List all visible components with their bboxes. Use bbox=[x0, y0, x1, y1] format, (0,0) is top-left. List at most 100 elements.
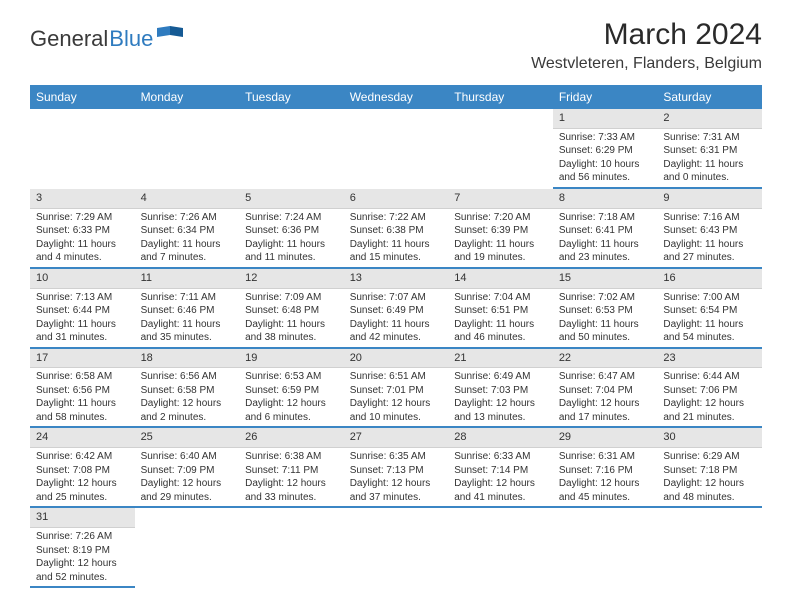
sunset-text: Sunset: 7:01 PM bbox=[350, 384, 443, 398]
calendar-day-cell bbox=[135, 109, 240, 189]
sunrise-text: Sunrise: 7:22 AM bbox=[350, 211, 443, 225]
sunrise-text: Sunrise: 6:42 AM bbox=[36, 450, 129, 464]
calendar-week-row: 24Sunrise: 6:42 AMSunset: 7:08 PMDayligh… bbox=[30, 428, 762, 508]
calendar-day-cell: 4Sunrise: 7:26 AMSunset: 6:34 PMDaylight… bbox=[135, 189, 240, 269]
sunrise-text: Sunrise: 6:58 AM bbox=[36, 370, 129, 384]
page-header: GeneralBlue March 2024 Westvleteren, Fla… bbox=[0, 0, 792, 81]
day-content: Sunrise: 6:29 AMSunset: 7:18 PMDaylight:… bbox=[657, 448, 762, 506]
weekday-header: Saturday bbox=[657, 85, 762, 109]
title-block: March 2024 Westvleteren, Flanders, Belgi… bbox=[531, 18, 762, 73]
calendar-day-cell: 11Sunrise: 7:11 AMSunset: 6:46 PMDayligh… bbox=[135, 269, 240, 349]
daylight-text: Daylight: 12 hours and 17 minutes. bbox=[559, 397, 652, 424]
daylight-text: Daylight: 12 hours and 25 minutes. bbox=[36, 477, 129, 504]
sunset-text: Sunset: 6:54 PM bbox=[663, 304, 756, 318]
sunset-text: Sunset: 7:04 PM bbox=[559, 384, 652, 398]
calendar-day-cell bbox=[239, 109, 344, 189]
daylight-text: Daylight: 12 hours and 41 minutes. bbox=[454, 477, 547, 504]
daylight-text: Daylight: 10 hours and 56 minutes. bbox=[559, 158, 652, 185]
sunrise-text: Sunrise: 7:29 AM bbox=[36, 211, 129, 225]
day-number: 6 bbox=[344, 189, 449, 209]
sunset-text: Sunset: 8:19 PM bbox=[36, 544, 129, 558]
day-content: Sunrise: 6:31 AMSunset: 7:16 PMDaylight:… bbox=[553, 448, 658, 506]
sunrise-text: Sunrise: 7:31 AM bbox=[663, 131, 756, 145]
sunset-text: Sunset: 6:36 PM bbox=[245, 224, 338, 238]
brand-name-part2: Blue bbox=[109, 26, 153, 52]
day-number: 13 bbox=[344, 269, 449, 289]
day-content: Sunrise: 6:44 AMSunset: 7:06 PMDaylight:… bbox=[657, 368, 762, 426]
location-text: Westvleteren, Flanders, Belgium bbox=[531, 55, 762, 73]
day-content: Sunrise: 7:13 AMSunset: 6:44 PMDaylight:… bbox=[30, 289, 135, 347]
calendar-day-cell: 21Sunrise: 6:49 AMSunset: 7:03 PMDayligh… bbox=[448, 349, 553, 429]
sunset-text: Sunset: 6:39 PM bbox=[454, 224, 547, 238]
day-content: Sunrise: 7:02 AMSunset: 6:53 PMDaylight:… bbox=[553, 289, 658, 347]
sunset-text: Sunset: 6:46 PM bbox=[141, 304, 234, 318]
day-content: Sunrise: 7:16 AMSunset: 6:43 PMDaylight:… bbox=[657, 209, 762, 267]
calendar-day-cell: 27Sunrise: 6:35 AMSunset: 7:13 PMDayligh… bbox=[344, 428, 449, 508]
day-number: 27 bbox=[344, 428, 449, 448]
day-number: 28 bbox=[448, 428, 553, 448]
sunrise-text: Sunrise: 7:02 AM bbox=[559, 291, 652, 305]
day-number: 5 bbox=[239, 189, 344, 209]
sunset-text: Sunset: 7:08 PM bbox=[36, 464, 129, 478]
day-content: Sunrise: 7:22 AMSunset: 6:38 PMDaylight:… bbox=[344, 209, 449, 267]
daylight-text: Daylight: 12 hours and 10 minutes. bbox=[350, 397, 443, 424]
day-number: 23 bbox=[657, 349, 762, 369]
weekday-header: Sunday bbox=[30, 85, 135, 109]
daylight-text: Daylight: 12 hours and 45 minutes. bbox=[559, 477, 652, 504]
calendar-day-cell: 2Sunrise: 7:31 AMSunset: 6:31 PMDaylight… bbox=[657, 109, 762, 189]
sunrise-text: Sunrise: 6:56 AM bbox=[141, 370, 234, 384]
weekday-header: Tuesday bbox=[239, 85, 344, 109]
calendar-day-cell: 22Sunrise: 6:47 AMSunset: 7:04 PMDayligh… bbox=[553, 349, 658, 429]
day-number: 31 bbox=[30, 508, 135, 528]
daylight-text: Daylight: 11 hours and 19 minutes. bbox=[454, 238, 547, 265]
day-number: 21 bbox=[448, 349, 553, 369]
daylight-text: Daylight: 11 hours and 58 minutes. bbox=[36, 397, 129, 424]
daylight-text: Daylight: 11 hours and 54 minutes. bbox=[663, 318, 756, 345]
sunset-text: Sunset: 6:51 PM bbox=[454, 304, 547, 318]
sunset-text: Sunset: 7:03 PM bbox=[454, 384, 547, 398]
day-content: Sunrise: 6:33 AMSunset: 7:14 PMDaylight:… bbox=[448, 448, 553, 506]
calendar-day-cell: 7Sunrise: 7:20 AMSunset: 6:39 PMDaylight… bbox=[448, 189, 553, 269]
daylight-text: Daylight: 12 hours and 29 minutes. bbox=[141, 477, 234, 504]
sunrise-text: Sunrise: 7:00 AM bbox=[663, 291, 756, 305]
day-number: 24 bbox=[30, 428, 135, 448]
day-number: 14 bbox=[448, 269, 553, 289]
calendar-day-cell: 20Sunrise: 6:51 AMSunset: 7:01 PMDayligh… bbox=[344, 349, 449, 429]
sunset-text: Sunset: 6:43 PM bbox=[663, 224, 756, 238]
day-content: Sunrise: 7:26 AMSunset: 8:19 PMDaylight:… bbox=[30, 528, 135, 586]
calendar-day-cell bbox=[344, 508, 449, 588]
sunrise-text: Sunrise: 6:29 AM bbox=[663, 450, 756, 464]
daylight-text: Daylight: 11 hours and 31 minutes. bbox=[36, 318, 129, 345]
calendar-day-cell: 16Sunrise: 7:00 AMSunset: 6:54 PMDayligh… bbox=[657, 269, 762, 349]
sunset-text: Sunset: 6:41 PM bbox=[559, 224, 652, 238]
sunset-text: Sunset: 6:56 PM bbox=[36, 384, 129, 398]
day-content: Sunrise: 6:38 AMSunset: 7:11 PMDaylight:… bbox=[239, 448, 344, 506]
sunset-text: Sunset: 6:29 PM bbox=[559, 144, 652, 158]
sunrise-text: Sunrise: 7:09 AM bbox=[245, 291, 338, 305]
calendar-day-cell: 17Sunrise: 6:58 AMSunset: 6:56 PMDayligh… bbox=[30, 349, 135, 429]
weekday-header: Wednesday bbox=[344, 85, 449, 109]
day-number: 3 bbox=[30, 189, 135, 209]
sunrise-text: Sunrise: 6:44 AM bbox=[663, 370, 756, 384]
sunrise-text: Sunrise: 7:13 AM bbox=[36, 291, 129, 305]
calendar-day-cell: 28Sunrise: 6:33 AMSunset: 7:14 PMDayligh… bbox=[448, 428, 553, 508]
daylight-text: Daylight: 12 hours and 33 minutes. bbox=[245, 477, 338, 504]
day-content: Sunrise: 7:33 AMSunset: 6:29 PMDaylight:… bbox=[553, 129, 658, 187]
calendar-day-cell: 12Sunrise: 7:09 AMSunset: 6:48 PMDayligh… bbox=[239, 269, 344, 349]
daylight-text: Daylight: 12 hours and 6 minutes. bbox=[245, 397, 338, 424]
day-number: 7 bbox=[448, 189, 553, 209]
calendar-day-cell bbox=[657, 508, 762, 588]
day-content: Sunrise: 7:04 AMSunset: 6:51 PMDaylight:… bbox=[448, 289, 553, 347]
day-number: 29 bbox=[553, 428, 658, 448]
day-content: Sunrise: 6:42 AMSunset: 7:08 PMDaylight:… bbox=[30, 448, 135, 506]
day-content: Sunrise: 6:40 AMSunset: 7:09 PMDaylight:… bbox=[135, 448, 240, 506]
day-content: Sunrise: 7:00 AMSunset: 6:54 PMDaylight:… bbox=[657, 289, 762, 347]
sunset-text: Sunset: 6:34 PM bbox=[141, 224, 234, 238]
sunset-text: Sunset: 6:33 PM bbox=[36, 224, 129, 238]
sunrise-text: Sunrise: 6:33 AM bbox=[454, 450, 547, 464]
calendar-day-cell: 31Sunrise: 7:26 AMSunset: 8:19 PMDayligh… bbox=[30, 508, 135, 588]
sunrise-text: Sunrise: 6:31 AM bbox=[559, 450, 652, 464]
weekday-header-row: SundayMondayTuesdayWednesdayThursdayFrid… bbox=[30, 85, 762, 109]
weekday-header: Friday bbox=[553, 85, 658, 109]
sunrise-text: Sunrise: 6:40 AM bbox=[141, 450, 234, 464]
